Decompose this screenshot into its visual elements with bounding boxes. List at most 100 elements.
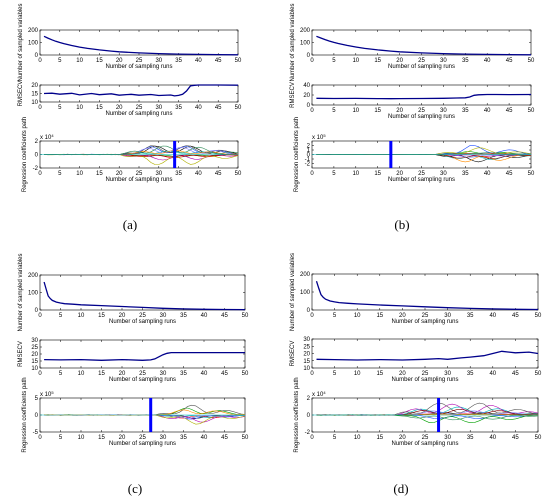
subplot-1: 0 5 10 15 20 25 30 35 40 45 50 0 100 200 Number of sam…: [290, 253, 542, 331]
x-tick-label: 5: [332, 171, 336, 177]
x-axis-label: Number of sampling runs: [388, 177, 455, 183]
x-tick-label: 35: [467, 435, 474, 441]
x-tick-label: 20: [116, 105, 123, 111]
y-tick-label: 30: [303, 337, 310, 343]
x-tick-label: 25: [136, 105, 143, 111]
x-tick-label: 35: [462, 58, 469, 64]
x-tick-label: 0: [310, 171, 314, 177]
y-tick-label: 25: [303, 344, 310, 350]
caption-a: (a): [123, 217, 137, 232]
x-tick-label: 15: [98, 313, 105, 319]
y-tick-label: 0: [35, 153, 39, 159]
y-tick-label: 0: [307, 153, 311, 159]
y-axis-label: Number of sampled variables: [18, 3, 24, 81]
x-tick-label: 35: [175, 171, 182, 177]
x-tick-label: 35: [175, 58, 182, 64]
y-axis-label: RMSECV: [18, 81, 24, 107]
y-tick-label: -2: [33, 166, 39, 172]
x-tick-label: 15: [374, 171, 381, 177]
y-axis-label: Number of sampled variables: [290, 253, 296, 331]
y-tick-label: 200: [28, 28, 39, 34]
x-tick-label: 20: [396, 58, 403, 64]
x-tick-label: 5: [59, 313, 63, 319]
axes-frame: [311, 338, 539, 369]
x-axis-label: Number of sampling runs: [109, 441, 176, 447]
x-tick-label: 10: [76, 105, 83, 111]
x-tick-label: 35: [180, 313, 187, 319]
x-tick-label: 35: [467, 313, 474, 319]
y-tick-label: 15: [31, 359, 38, 365]
x-axis-label: Number of sampling runs: [105, 64, 172, 70]
coefficient-paths: [40, 145, 238, 165]
y-tick-label: 0: [35, 53, 39, 59]
x-tick-label: 0: [310, 313, 314, 319]
x-tick-label: 0: [38, 313, 42, 319]
coefficient-paths: [40, 404, 245, 425]
axes-frame: [311, 29, 532, 56]
x-tick-label: 20: [116, 171, 123, 177]
x-tick-label: 50: [528, 108, 535, 114]
x-tick-label: 10: [78, 313, 85, 319]
x-tick-label: 25: [136, 58, 143, 64]
y-tick-label: 15: [31, 92, 38, 98]
subplot-2: 0 5 10 15 20 25 30 35 40 45 50 0 20 40 Number of sampl…: [290, 82, 535, 120]
y-axis-label: RMSECV: [290, 341, 296, 367]
x-tick-label: 5: [333, 371, 337, 377]
x-tick-label: 5: [332, 58, 336, 64]
x-axis-label: Number of sampling runs: [109, 377, 176, 383]
y-tick-label: -2: [305, 162, 311, 168]
x-tick-label: 25: [139, 371, 146, 377]
x-tick-label: 20: [119, 371, 126, 377]
x-tick-label: 40: [195, 171, 202, 177]
y-tick-label: 100: [28, 291, 39, 297]
x-tick-label: 50: [535, 435, 542, 441]
y-tick-label: 0: [307, 308, 311, 314]
x-tick-label: 45: [512, 371, 519, 377]
y-tick-label: 10: [303, 366, 310, 372]
x-tick-label: 10: [354, 435, 361, 441]
x-axis-label: Number of sampling runs: [391, 441, 458, 447]
y-tick-label: 20: [303, 352, 310, 358]
exponent-label: x 105: [40, 390, 54, 398]
x-tick-label: 30: [155, 171, 162, 177]
x-tick-label: 20: [399, 371, 406, 377]
x-tick-label: 0: [38, 105, 42, 111]
series-line: [43, 35, 239, 56]
y-tick-label: 0: [307, 53, 311, 59]
x-tick-label: 45: [506, 58, 513, 64]
x-tick-label: 50: [242, 371, 249, 377]
axes-frame: [39, 339, 246, 369]
x-tick-label: 50: [242, 435, 249, 441]
x-tick-label: 35: [180, 435, 187, 441]
y-axis-label: Regression coefficients path: [294, 117, 300, 192]
coefficient-paths: [312, 145, 531, 163]
x-tick-label: 40: [484, 171, 491, 177]
x-tick-label: 20: [396, 171, 403, 177]
x-tick-label: 0: [310, 435, 314, 441]
x-tick-label: 30: [160, 435, 167, 441]
y-axis-label: Number of sampled variables: [290, 3, 296, 81]
x-tick-label: 25: [139, 313, 146, 319]
x-axis-label: Number of sampling runs: [109, 319, 176, 325]
x-tick-label: 20: [116, 58, 123, 64]
x-tick-label: 20: [119, 435, 126, 441]
exponent-label: x 104: [40, 133, 54, 141]
x-tick-label: 20: [399, 313, 406, 319]
x-tick-label: 15: [96, 171, 103, 177]
x-tick-label: 50: [528, 58, 535, 64]
x-tick-label: 15: [96, 105, 103, 111]
y-tick-label: 200: [28, 273, 39, 279]
x-tick-label: 30: [444, 435, 451, 441]
x-tick-label: 40: [201, 313, 208, 319]
x-tick-label: 50: [235, 105, 242, 111]
y-tick-label: 30: [31, 338, 38, 344]
x-tick-label: 40: [489, 371, 496, 377]
y-tick-label: 15: [303, 359, 310, 365]
x-tick-label: 45: [215, 105, 222, 111]
x-tick-label: 15: [98, 435, 105, 441]
x-tick-label: 40: [484, 58, 491, 64]
